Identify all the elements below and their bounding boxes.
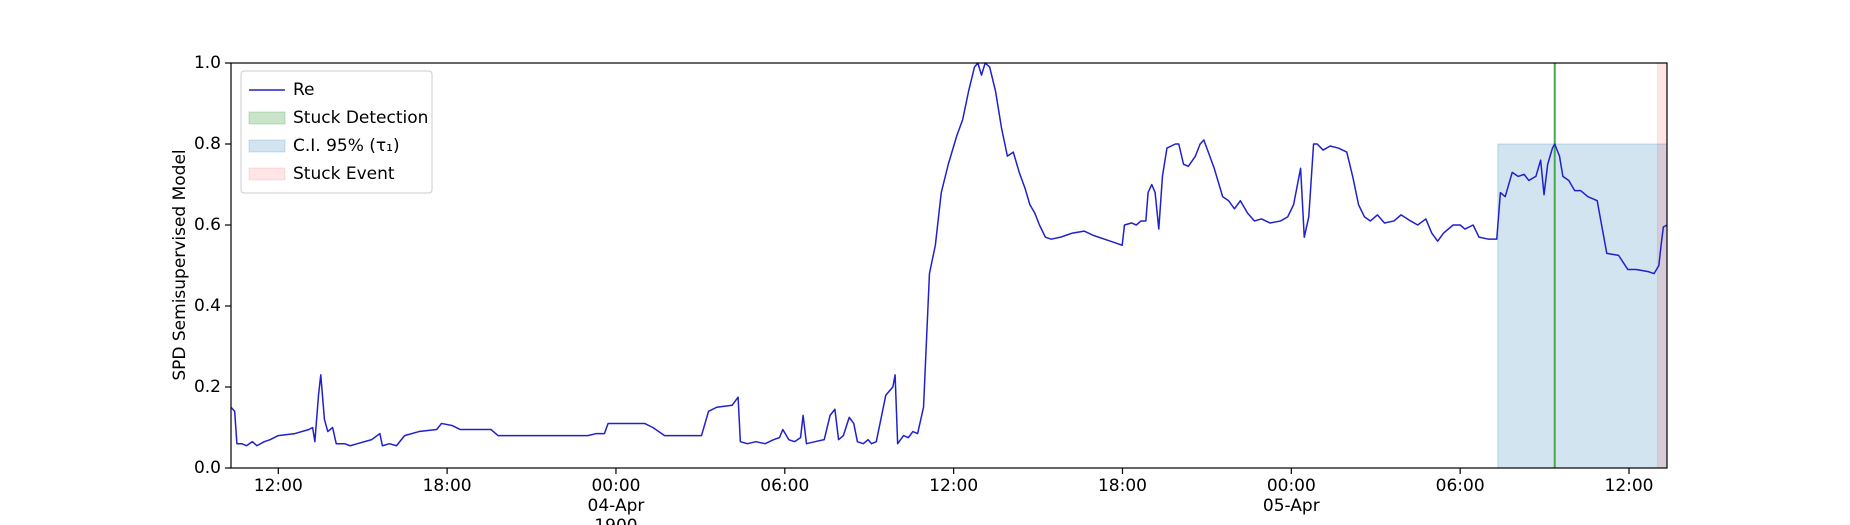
x-tick-label: 00:00 05-Apr	[1263, 476, 1320, 516]
y-tick-label: 0.2	[194, 377, 221, 397]
legend-label: Re	[293, 80, 315, 100]
x-tick-label: 06:00	[1436, 476, 1485, 496]
legend-frame	[240, 70, 433, 194]
legend-swatch	[248, 139, 286, 153]
x-tick-label: 18:00	[1098, 476, 1147, 496]
y-axis-label: SPD Semisupervised Model	[170, 149, 190, 380]
span	[1497, 143, 1668, 469]
series-line	[230, 62, 1668, 447]
y-tick-label: 0.8	[194, 134, 221, 154]
y-tick-label: 0.0	[194, 458, 221, 478]
plot-frame	[230, 62, 1668, 469]
x-tick-label: 12:00	[1605, 476, 1654, 496]
legend-swatch	[248, 111, 286, 125]
legend-swatch	[248, 167, 286, 181]
x-tick-label: 12:00	[254, 476, 303, 496]
legend: Re Stuck Detection C.I. 95% (τ₁) Stuck Even…	[240, 70, 433, 194]
x-tick-label: 12:00	[929, 476, 978, 496]
legend-label: C.I. 95% (τ₁)	[293, 136, 400, 156]
x-tick-label: 18:00	[423, 476, 472, 496]
legend-label: Stuck Event	[293, 164, 395, 184]
y-tick-label: 0.4	[194, 296, 221, 316]
legend-label: Stuck Detection	[293, 108, 428, 128]
y-tick-label: 1.0	[194, 53, 221, 73]
y-tick-label: 0.6	[194, 215, 221, 235]
x-tick-label: 06:00	[760, 476, 809, 496]
